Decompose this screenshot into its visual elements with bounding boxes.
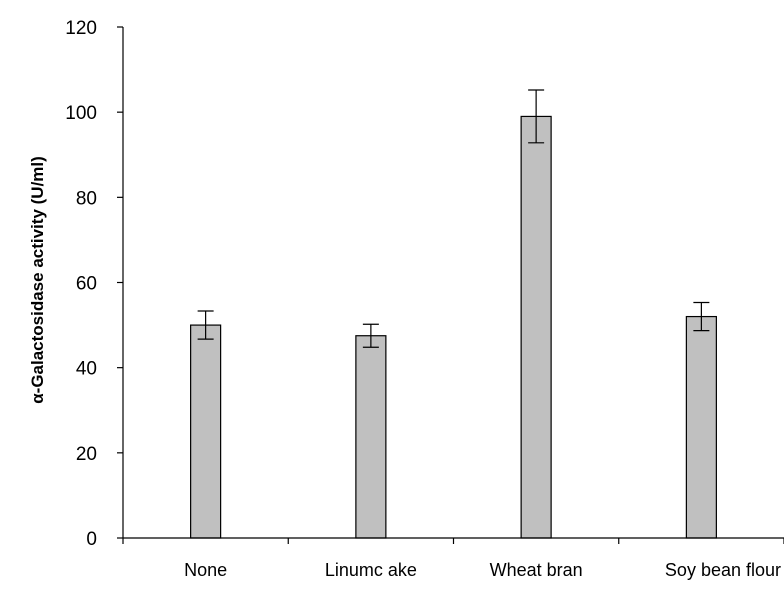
bar [520,115,552,539]
x-category-label: None [184,560,227,580]
error-bars-layer [197,89,710,348]
x-category-label: Wheat bran [490,560,583,580]
y-tick-label: 20 [76,444,97,465]
y-tick-label: 60 [76,274,97,295]
y-tick-label: 120 [65,18,97,39]
bars-layer [190,115,717,539]
x-ticks-layer [122,538,784,544]
y-ticks-layer: 0 20 40 60 80 100 120 [65,18,123,550]
x-category-label: Soy bean flour [665,560,781,580]
x-category-label: Linumc ake [325,560,417,580]
bar [355,335,387,539]
y-tick-label: 100 [65,103,97,124]
bar [685,315,717,539]
category-labels-layer: None Linumc ake Wheat bran Soy bean flour [184,560,781,580]
y-tick-label: 0 [86,529,97,550]
y-tick-label: 40 [76,359,97,380]
bar [190,324,222,539]
y-axis-title: α-Galactosidase activity (U/ml) [28,156,47,404]
y-tick-label: 80 [76,188,97,209]
